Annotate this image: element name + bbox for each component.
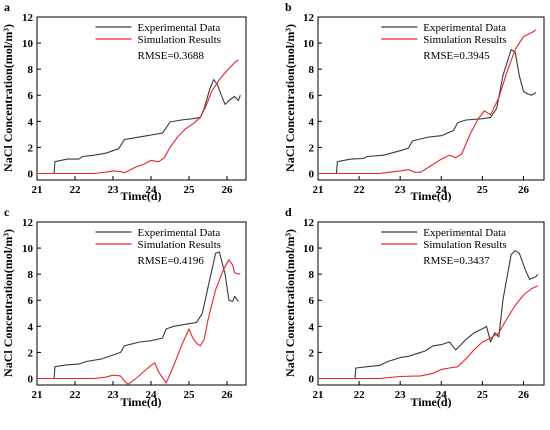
x-tick-label: 25 <box>477 184 489 196</box>
y-tick-label: 10 <box>303 38 315 50</box>
x-tick-label: 21 <box>32 389 43 401</box>
x-axis-title: Time(d) <box>120 395 161 409</box>
y-tick-label: 2 <box>309 142 315 154</box>
series-line-simulation <box>37 59 239 175</box>
legend-entry: Experimental Data <box>423 22 506 34</box>
series-line-simulation <box>318 29 537 175</box>
x-tick-label: 21 <box>313 389 324 401</box>
panel-letter: a <box>4 0 10 14</box>
x-tick-label: 22 <box>354 389 366 401</box>
x-tick-label: 26 <box>222 389 234 401</box>
panel-letter: d <box>285 205 292 219</box>
y-tick-label: 2 <box>28 347 34 359</box>
x-tick-label: 23 <box>395 389 407 401</box>
rmse-annotation: RMSE=0.3688 <box>138 50 205 62</box>
legend-entry: Experimental Data <box>423 227 506 239</box>
y-axis-title: NaCl Concentration(mol/m³) <box>283 229 297 377</box>
panel-letter: c <box>4 205 10 219</box>
x-tick-label: 21 <box>32 184 43 196</box>
y-axis-title: NaCl Concentration(mol/m³) <box>1 24 15 172</box>
x-tick-label: 26 <box>518 184 530 196</box>
y-tick-label: 12 <box>22 217 34 229</box>
y-tick-label: 2 <box>28 142 34 154</box>
x-tick-label: 23 <box>108 389 120 401</box>
y-tick-label: 8 <box>309 64 315 76</box>
plot-frame <box>317 221 545 386</box>
y-tick-label: 6 <box>28 295 34 307</box>
series-line-experimental <box>53 79 241 174</box>
x-tick-label: 24 <box>436 184 448 196</box>
x-axis-title: Time(d) <box>410 395 451 409</box>
series-line-experimental <box>53 251 239 379</box>
x-tick-label: 22 <box>70 184 82 196</box>
rmse-annotation: RMSE=0.3945 <box>423 50 490 62</box>
x-tick-label: 22 <box>70 389 82 401</box>
x-tick-label: 24 <box>436 389 448 401</box>
y-tick-label: 8 <box>309 269 315 281</box>
y-tick-label: 6 <box>309 295 315 307</box>
y-tick-label: 12 <box>303 217 315 229</box>
y-tick-label: 4 <box>309 321 315 333</box>
y-tick-label: 12 <box>303 12 315 24</box>
x-axis-title: Time(d) <box>410 189 451 203</box>
x-tick-label: 26 <box>518 389 530 401</box>
y-axis-title: NaCl Concentration(mol/m³) <box>283 24 297 172</box>
x-tick-label: 23 <box>395 184 407 196</box>
x-tick-label: 25 <box>184 184 196 196</box>
y-tick-label: 6 <box>28 90 34 102</box>
plot-frame <box>317 16 545 181</box>
legend-entry: Simulation Results <box>138 34 221 46</box>
y-tick-label: 12 <box>22 12 34 24</box>
plot-frame <box>36 16 247 181</box>
y-tick-label: 10 <box>22 243 34 255</box>
rmse-annotation: RMSE=0.3437 <box>423 255 490 267</box>
legend-entry: Simulation Results <box>423 239 506 251</box>
y-tick-label: 8 <box>28 269 34 281</box>
x-axis-title: Time(d) <box>120 189 161 203</box>
y-tick-label: 8 <box>28 64 34 76</box>
x-tick-label: 25 <box>184 389 196 401</box>
y-tick-label: 0 <box>309 168 315 180</box>
series-line-experimental <box>335 49 537 174</box>
rmse-annotation: RMSE=0.4196 <box>138 255 205 267</box>
legend-entry: Simulation Results <box>138 239 221 251</box>
panel-letter: b <box>285 0 292 14</box>
y-tick-label: 2 <box>309 347 315 359</box>
x-tick-label: 22 <box>354 184 366 196</box>
y-axis-title: NaCl Concentration(mol/m³) <box>1 229 15 377</box>
y-tick-label: 0 <box>28 168 34 180</box>
x-tick-label: 24 <box>146 184 158 196</box>
series-line-simulation <box>37 259 241 385</box>
x-tick-label: 23 <box>108 184 120 196</box>
plot-frame <box>36 221 247 386</box>
y-tick-label: 10 <box>303 243 315 255</box>
legend-entry: Experimental Data <box>138 227 221 239</box>
legend-entry: Simulation Results <box>423 34 506 46</box>
y-tick-label: 0 <box>309 373 315 385</box>
x-tick-label: 24 <box>146 389 158 401</box>
y-tick-label: 0 <box>28 373 34 385</box>
y-tick-label: 10 <box>22 38 34 50</box>
x-tick-label: 21 <box>313 184 324 196</box>
x-tick-label: 26 <box>222 184 234 196</box>
legend-entry: Experimental Data <box>138 22 221 34</box>
y-tick-label: 6 <box>309 90 315 102</box>
x-tick-label: 25 <box>477 389 489 401</box>
y-tick-label: 4 <box>28 321 34 333</box>
series-line-simulation <box>318 285 539 380</box>
y-tick-label: 4 <box>309 116 315 128</box>
series-line-experimental <box>354 250 539 379</box>
y-tick-label: 4 <box>28 116 34 128</box>
